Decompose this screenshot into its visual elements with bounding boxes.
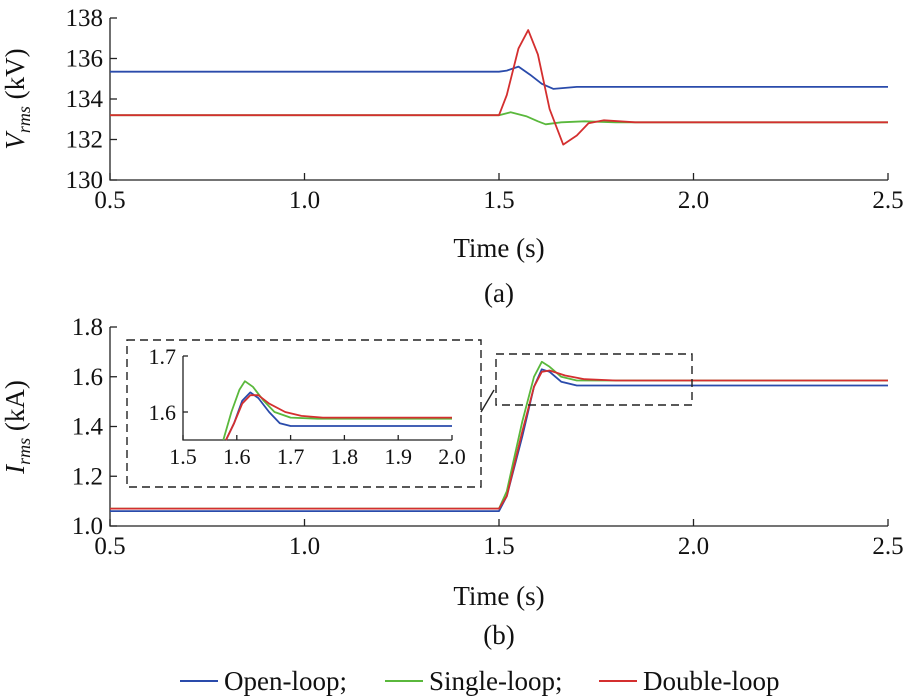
panel-a-series-open-loop: [110, 65, 888, 90]
panel-b-xtick-label: 1.0: [289, 533, 320, 560]
inset-xtick-label: 2.0: [438, 444, 466, 469]
inset-xtick-label: 1.6: [223, 444, 251, 469]
inset-ytick-label: 1.6: [149, 400, 177, 425]
panel-a-label: (a): [484, 278, 514, 308]
panel-b-ticks: 0.5 1.0 1.5 2.0 2.51.01.21.41.61.8: [72, 314, 904, 560]
zoom-region-box: [495, 353, 693, 406]
panel-b-ylabel-main: I: [0, 463, 30, 475]
panel-b-series-single-loop: [110, 360, 888, 510]
panel-a-ylabel: Vrms (kV): [0, 48, 34, 149]
inset-xtick-label: 1.9: [384, 444, 412, 469]
panel-b-xlabel: Time (s): [453, 581, 544, 611]
panel-b-ytick-label: 1.6: [72, 364, 103, 391]
panel-b-label: (b): [483, 620, 514, 650]
inset-frame: [126, 339, 482, 488]
inset-series: [222, 380, 452, 441]
inset-xtick-label: 1.5: [169, 444, 197, 469]
panel-a-xlabel: Time (s): [453, 233, 544, 263]
legend-label-single-loop: Single-loop;: [429, 666, 563, 696]
panel-a-ytick-label: 134: [66, 86, 104, 113]
panel-a-ticks: 0.5 1.0 1.5 2.0 2.5 130 132 134 136 138: [66, 5, 904, 214]
inset-xtick-label: 1.8: [331, 444, 359, 469]
panel-b-xtick-label: 1.5: [483, 533, 514, 560]
inset-series-double-loop: [225, 394, 452, 441]
panel-b-xtick-label: 2.5: [872, 533, 903, 560]
panel-a-series: [110, 29, 888, 146]
panel-b-ylabel: Irms (kA): [0, 380, 34, 475]
panel-a-ytick-label: 136: [66, 46, 104, 73]
panel-a-axes: [109, 18, 888, 181]
panel-a-xtick-label: 1.0: [289, 187, 320, 214]
inset-series-single-loop: [222, 380, 452, 441]
panel-a-ylabel-unit: (kV): [0, 48, 30, 106]
panel-b-series-double-loop: [110, 369, 888, 510]
legend-label-open-loop: Open-loop;: [224, 666, 347, 696]
panel-a-ytick-label: 130: [66, 167, 104, 194]
panel-a-ytick-label: 138: [66, 5, 104, 32]
legend-label-double-loop: Double-loop: [643, 666, 779, 696]
inset-plot: 1.5 1.6 1.7 1.8 1.9 2.0 1.6 1.7: [149, 344, 466, 469]
panel-b-series: [110, 360, 888, 513]
panel-a-ylabel-main: V: [0, 130, 30, 150]
panel-b: 0.5 1.0 1.5 2.0 2.51.01.21.41.61.8 1.5 1.6 1.7…: [0, 314, 904, 650]
panel-b-xtick-label: 0.5: [94, 533, 125, 560]
panel-a-xtick-label: 0.5: [94, 187, 125, 214]
panel-b-ylabel-sub: rms: [14, 438, 34, 465]
inset-series-open-loop: [225, 391, 452, 441]
panel-a-series-double-loop: [110, 29, 888, 146]
panel-a-ytick-label: 132: [66, 127, 104, 154]
inset-xtick-label: 1.7: [277, 444, 305, 469]
panel-b-ytick-label: 1.4: [72, 414, 104, 441]
panel-a-ylabel-sub: rms: [14, 106, 34, 133]
inset-ytick-label: 1.7: [149, 344, 177, 369]
panel-b-ytick-label: 1.8: [72, 314, 103, 341]
panel-b-ytick-label: 1.2: [72, 463, 103, 490]
inset-ticks: 1.5 1.6 1.7 1.8 1.9 2.0 1.6 1.7: [149, 344, 466, 469]
panel-a-xtick-label: 2.5: [872, 187, 903, 214]
panel-a-xtick-label: 1.5: [483, 187, 514, 214]
panel-a-xtick-label: 2.0: [678, 187, 709, 214]
panel-b-ytick-label: 1.0: [72, 513, 103, 540]
zoom-connector: [480, 389, 495, 413]
panel-b-ylabel-unit: (kA): [0, 380, 30, 438]
inset-axes: [182, 356, 452, 441]
legend: Open-loop; Single-loop; Double-loop: [180, 666, 779, 696]
panel-b-xtick-label: 2.0: [678, 533, 709, 560]
